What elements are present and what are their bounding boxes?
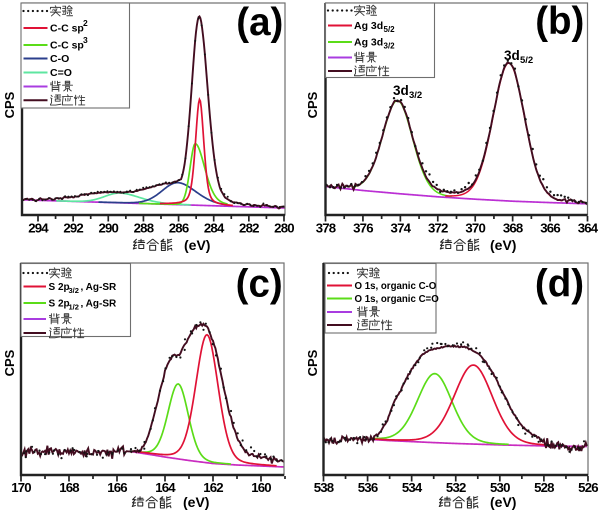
svg-text:3/2: 3/2 xyxy=(69,286,79,295)
svg-text:CPS: CPS xyxy=(305,91,320,118)
svg-text:164: 164 xyxy=(155,480,176,495)
svg-text:S 2p: S 2p xyxy=(49,299,70,310)
svg-text:3/2: 3/2 xyxy=(409,90,422,101)
svg-text:(c): (c) xyxy=(236,262,283,305)
svg-text:528: 528 xyxy=(534,480,554,495)
svg-text:(eV): (eV) xyxy=(490,237,516,253)
svg-text:538: 538 xyxy=(314,480,334,495)
svg-text:368: 368 xyxy=(503,221,523,236)
svg-text:C-C sp: C-C sp xyxy=(50,23,84,35)
svg-text:168: 168 xyxy=(59,480,79,495)
svg-text:292: 292 xyxy=(63,221,83,236)
svg-text:, Ag-SR: , Ag-SR xyxy=(81,282,118,293)
svg-text:526: 526 xyxy=(578,480,598,495)
svg-text:530: 530 xyxy=(490,480,510,495)
svg-text:286: 286 xyxy=(169,221,189,236)
svg-text:364: 364 xyxy=(578,221,599,236)
svg-text:376: 376 xyxy=(353,221,373,236)
svg-text:5/2: 5/2 xyxy=(384,25,396,34)
svg-text:1/2: 1/2 xyxy=(69,302,79,311)
svg-text:372: 372 xyxy=(428,221,448,236)
svg-text:160: 160 xyxy=(251,480,271,495)
svg-text:O 1s, organic C-O: O 1s, organic C-O xyxy=(355,281,437,292)
svg-text:C=O: C=O xyxy=(50,67,72,79)
svg-text:3d: 3d xyxy=(393,83,409,98)
svg-text:(eV): (eV) xyxy=(490,494,516,510)
svg-text:Ag 3d: Ag 3d xyxy=(354,20,383,32)
svg-text:3d: 3d xyxy=(504,48,520,63)
svg-text:3: 3 xyxy=(83,35,88,45)
svg-text:166: 166 xyxy=(107,480,127,495)
svg-text:2: 2 xyxy=(83,18,88,28)
svg-text:366: 366 xyxy=(540,221,560,236)
svg-text:C-C sp: C-C sp xyxy=(50,40,84,52)
svg-text:5/2: 5/2 xyxy=(520,55,533,66)
svg-text:O 1s, organic C=O: O 1s, organic C=O xyxy=(355,294,440,305)
svg-text:288: 288 xyxy=(134,221,154,236)
svg-text:CPS: CPS xyxy=(2,349,17,376)
svg-text:, Ag-SR: , Ag-SR xyxy=(81,299,118,310)
svg-text:(d): (d) xyxy=(535,262,584,305)
svg-text:290: 290 xyxy=(98,221,118,236)
svg-text:(a): (a) xyxy=(236,1,283,44)
svg-text:Ag 3d: Ag 3d xyxy=(354,37,383,49)
svg-text:532: 532 xyxy=(446,480,466,495)
svg-text:CPS: CPS xyxy=(2,91,17,118)
svg-text:CPS: CPS xyxy=(305,349,320,376)
svg-text:370: 370 xyxy=(465,221,485,236)
svg-text:S 2p: S 2p xyxy=(49,282,70,293)
svg-text:294: 294 xyxy=(28,221,49,236)
svg-text:162: 162 xyxy=(203,480,223,495)
svg-text:378: 378 xyxy=(316,221,336,236)
svg-text:534: 534 xyxy=(402,480,423,495)
svg-text:170: 170 xyxy=(11,480,31,495)
svg-text:282: 282 xyxy=(239,221,259,236)
svg-text:374: 374 xyxy=(391,221,412,236)
svg-text:536: 536 xyxy=(358,480,378,495)
svg-text:(b): (b) xyxy=(535,0,584,43)
svg-text:3/2: 3/2 xyxy=(384,42,396,51)
svg-text:C-O: C-O xyxy=(50,53,69,65)
svg-text:280: 280 xyxy=(274,221,294,236)
svg-text:(eV): (eV) xyxy=(184,237,210,253)
svg-text:284: 284 xyxy=(204,221,225,236)
svg-text:(eV): (eV) xyxy=(183,494,209,510)
